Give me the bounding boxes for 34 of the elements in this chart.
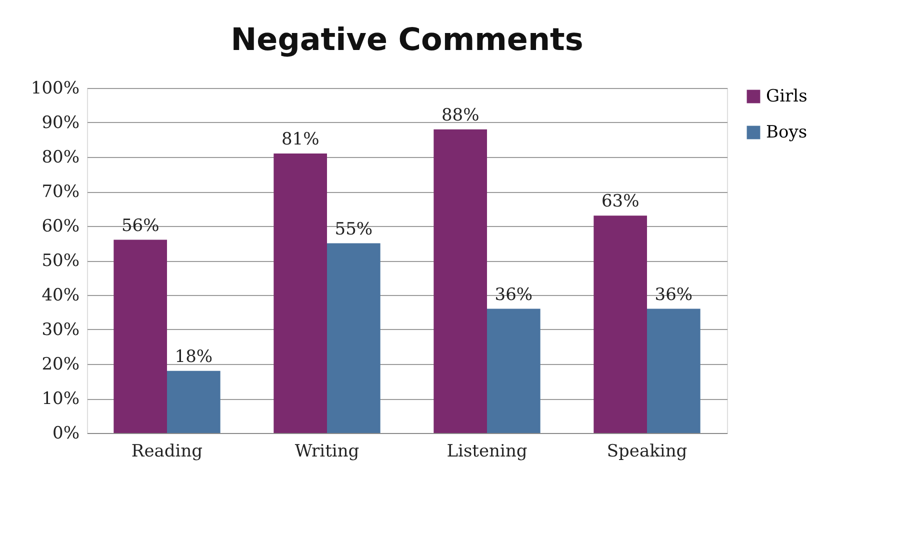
y-tick-label: 20% — [42, 354, 80, 374]
bar — [327, 243, 380, 433]
data-label: 55% — [334, 219, 373, 240]
bar — [167, 370, 220, 433]
bar — [114, 240, 167, 433]
y-tick-label: 30% — [42, 320, 80, 340]
bar — [487, 308, 540, 433]
bar — [647, 308, 700, 433]
chart-title: Negative Comments — [230, 22, 584, 58]
x-tick-label: Listening — [446, 442, 528, 462]
bar — [594, 216, 647, 433]
data-label: 36% — [654, 284, 693, 305]
legend-label: Boys — [766, 122, 808, 142]
bar — [274, 154, 327, 433]
data-label: 81% — [281, 130, 320, 150]
y-tick-label: 50% — [42, 251, 80, 271]
y-tick-label: 80% — [42, 148, 80, 168]
data-label: 56% — [121, 216, 160, 236]
y-tick-label: 0% — [52, 424, 80, 444]
data-label: 18% — [174, 346, 213, 367]
y-tick-label: 100% — [30, 78, 80, 98]
x-tick-label: Speaking — [606, 442, 688, 462]
data-label: 63% — [601, 192, 640, 212]
y-tick-label: 90% — [42, 113, 80, 133]
y-tick-label: 10% — [42, 389, 80, 409]
bar — [434, 129, 487, 433]
x-tick-label: Writing — [294, 442, 360, 462]
x-tick-label: Reading — [131, 442, 203, 462]
y-tick-label: 60% — [42, 216, 80, 236]
y-tick-label: 40% — [42, 286, 80, 306]
legend-label: Girls — [766, 86, 808, 106]
data-label: 36% — [494, 284, 533, 305]
y-tick-label: 70% — [42, 182, 80, 202]
data-label: 88% — [441, 105, 480, 126]
